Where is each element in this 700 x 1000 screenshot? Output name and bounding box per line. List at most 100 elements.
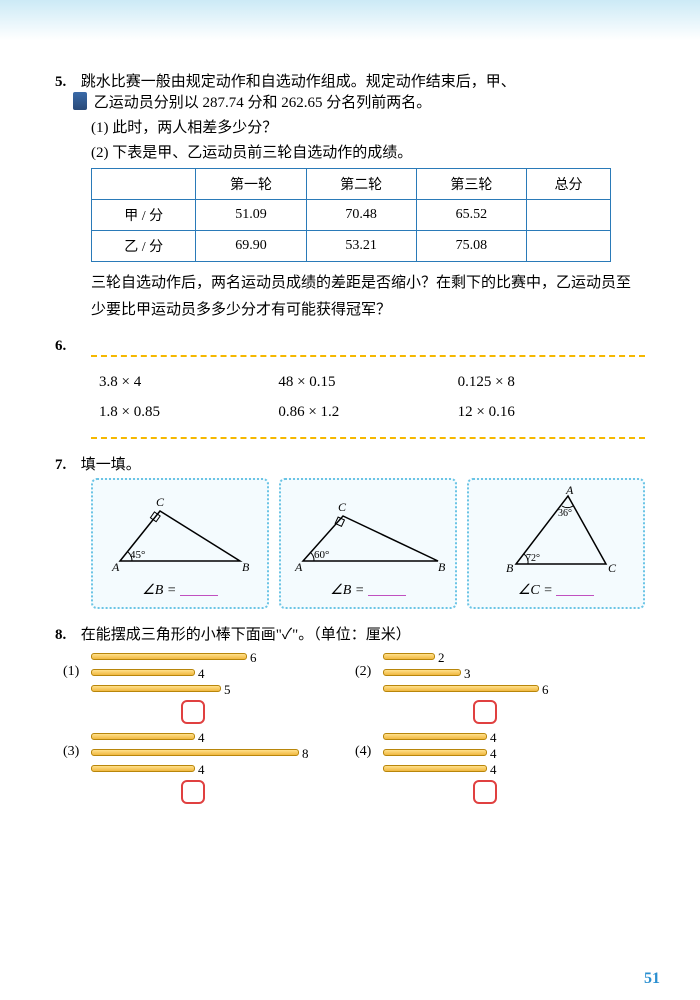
q6-expr: 0.125 × 8 (458, 367, 637, 397)
q5-sub2: (2) 下表是甲、乙运动员前三轮自选动作的成绩。 (91, 141, 645, 162)
table-cell: 69.90 (196, 231, 306, 262)
tri2-answer: ∠B = (330, 583, 364, 598)
q5-text-1: 跳水比赛一般由规定动作和自选动作组成。规定动作结束后，甲、 (81, 74, 516, 90)
calculator-icon (73, 92, 87, 110)
svg-text:A: A (111, 560, 120, 574)
stick-len: 4 (198, 762, 205, 778)
stick-len: 4 (198, 730, 205, 746)
stick-group-4: (4) 4 4 4 (383, 730, 645, 804)
stick (383, 765, 487, 772)
table-cell: 65.52 (416, 200, 526, 231)
answer-box[interactable] (181, 700, 205, 724)
triangle-2-svg: C A B 60° (288, 486, 448, 576)
q6-expr: 1.8 × 0.85 (99, 397, 278, 427)
svg-text:60°: 60° (314, 549, 329, 561)
group-label: (1) (63, 664, 79, 680)
stick-len: 4 (490, 746, 497, 762)
table-header: 第一轮 (196, 169, 306, 200)
svg-text:B: B (438, 560, 446, 574)
table-header (92, 169, 196, 200)
table-row: 甲 / 分 51.09 70.48 65.52 (92, 200, 611, 231)
stick (91, 765, 195, 772)
group-label: (3) (63, 744, 79, 760)
stick (91, 685, 221, 692)
svg-text:C: C (156, 495, 165, 509)
q5-text-2: 乙运动员分别以 287.74 分和 262.65 分名列前两名。 (94, 95, 432, 111)
table-cell: 甲 / 分 (92, 200, 196, 231)
svg-text:36°: 36° (558, 508, 572, 519)
svg-text:C: C (338, 500, 347, 514)
q6-expr: 3.8 × 4 (99, 367, 278, 397)
stick-len: 8 (302, 746, 309, 762)
stick (91, 749, 299, 756)
q7-number: 7. (55, 457, 77, 474)
q6-number: 6. (55, 338, 77, 355)
table-cell (526, 231, 610, 262)
stick-len: 6 (542, 682, 549, 698)
q5-number: 5. (55, 74, 77, 91)
table-header-row: 第一轮 第二轮 第三轮 总分 (92, 169, 611, 200)
svg-text:C: C (608, 561, 617, 575)
blank-line (556, 595, 594, 596)
svg-text:B: B (242, 560, 250, 574)
stick (383, 685, 539, 692)
q5-after-text: 三轮自选动作后，两名运动员成绩的差距是否缩小？在剩下的比赛中，乙运动员至少要比甲… (91, 270, 645, 324)
stick-len: 3 (464, 666, 471, 682)
svg-text:A: A (565, 486, 574, 497)
q6-expr: 48 × 0.15 (278, 367, 457, 397)
q6-expr: 0.86 × 1.2 (278, 397, 457, 427)
triangle-box-1: C A B 45° ∠B = (91, 478, 269, 609)
stick (383, 749, 487, 756)
table-cell (526, 200, 610, 231)
group-label: (4) (355, 744, 371, 760)
table-cell: 53.21 (306, 231, 416, 262)
stick-group-2: (2) 2 3 6 (383, 650, 645, 724)
page-number: 51 (644, 970, 660, 988)
stick-len: 6 (250, 650, 257, 666)
table-cell: 51.09 (196, 200, 306, 231)
q5-sub1: (1) 此时，两人相差多少分？ (91, 116, 645, 137)
table-cell: 乙 / 分 (92, 231, 196, 262)
question-7: 7. 填一填。 C A B 45° ∠B = C (55, 453, 645, 609)
triangle-3-svg: A B C 36° 72° (476, 486, 636, 576)
stick-len: 4 (198, 666, 205, 682)
blank-line (368, 595, 406, 596)
stick (383, 669, 461, 676)
stick (383, 653, 435, 660)
answer-box[interactable] (473, 700, 497, 724)
stick-len: 4 (490, 762, 497, 778)
stick-group-1: (1) 6 4 5 (91, 650, 353, 724)
answer-box[interactable] (473, 780, 497, 804)
score-table: 第一轮 第二轮 第三轮 总分 甲 / 分 51.09 70.48 65.52 乙… (91, 168, 611, 262)
blank-line (180, 595, 218, 596)
question-6: 6. 3.8 × 4 1.8 × 0.85 48 × 0.15 0.86 × 1… (55, 338, 645, 439)
stick (91, 733, 195, 740)
q7-title: 填一填。 (81, 457, 141, 473)
q6-box: 3.8 × 4 1.8 × 0.85 48 × 0.15 0.86 × 1.2 … (91, 355, 645, 439)
q8-number: 8. (55, 627, 77, 644)
table-header: 第二轮 (306, 169, 416, 200)
table-header: 第三轮 (416, 169, 526, 200)
table-header: 总分 (526, 169, 610, 200)
triangle-box-2: C A B 60° ∠B = (279, 478, 457, 609)
question-5: 5. 跳水比赛一般由规定动作和自选动作组成。规定动作结束后，甲、 乙运动员分别以… (55, 70, 645, 324)
q8-title: 在能摆成三角形的小棒下面画"✓"。（单位：厘米） (81, 627, 411, 643)
stick-group-3: (3) 4 8 4 (91, 730, 353, 804)
stick-len: 4 (490, 730, 497, 746)
tri1-answer: ∠B = (142, 583, 176, 598)
q6-expr: 12 × 0.16 (458, 397, 637, 427)
stick (91, 653, 247, 660)
svg-text:A: A (294, 560, 303, 574)
page-header-gradient (0, 0, 700, 40)
table-row: 乙 / 分 69.90 53.21 75.08 (92, 231, 611, 262)
svg-text:B: B (506, 561, 514, 575)
table-cell: 75.08 (416, 231, 526, 262)
stick (383, 733, 487, 740)
answer-box[interactable] (181, 780, 205, 804)
triangle-box-3: A B C 36° 72° ∠C = (467, 478, 645, 609)
triangle-1-svg: C A B 45° (100, 486, 260, 576)
page-content: 5. 跳水比赛一般由规定动作和自选动作组成。规定动作结束后，甲、 乙运动员分别以… (0, 40, 700, 804)
table-cell: 70.48 (306, 200, 416, 231)
group-label: (2) (355, 664, 371, 680)
stick-len: 2 (438, 650, 445, 666)
